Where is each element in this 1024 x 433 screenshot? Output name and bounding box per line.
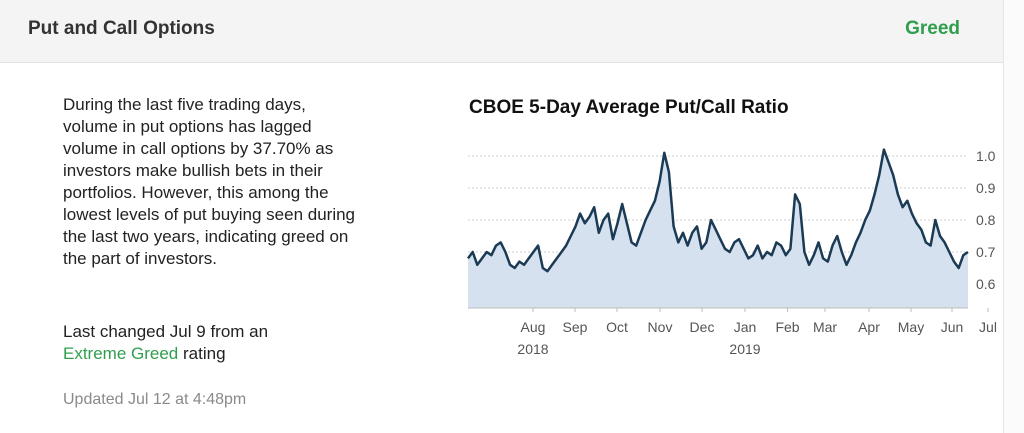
y-tick-label: 0.6 bbox=[976, 276, 996, 292]
x-year-label: 2018 bbox=[517, 341, 548, 357]
x-tick-label: Dec bbox=[690, 319, 715, 335]
updated-timestamp: Updated Jul 12 at 4:48pm bbox=[63, 391, 247, 408]
y-tick-label: 0.9 bbox=[976, 180, 996, 196]
x-tick-label: Jan bbox=[734, 319, 757, 335]
put-call-ratio-line bbox=[466, 148, 969, 273]
y-tick-label: 0.7 bbox=[976, 244, 996, 260]
x-tick-label: Aug bbox=[521, 319, 546, 335]
x-tick-label: Apr bbox=[858, 319, 880, 335]
x-tick-label: Sep bbox=[563, 319, 588, 335]
card-title: Put and Call Options bbox=[28, 18, 215, 39]
y-tick-label: 0.8 bbox=[976, 212, 996, 228]
status-label: Greed bbox=[905, 18, 960, 39]
x-tick-label: Feb bbox=[775, 319, 799, 335]
extreme-greed-link[interactable]: Extreme Greed bbox=[63, 344, 179, 363]
side-panel-edge bbox=[1003, 0, 1024, 433]
last-changed-text: Last changed Jul 9 from an Extreme Greed… bbox=[63, 321, 383, 365]
chart-title: CBOE 5-Day Average Put/Call Ratio bbox=[469, 97, 789, 118]
card-header: Put and Call Options Greed bbox=[0, 0, 1004, 63]
x-tick-label: Nov bbox=[648, 319, 673, 335]
x-tick-label: Jun bbox=[941, 319, 964, 335]
area-fill bbox=[468, 149, 968, 308]
x-year-label: 2019 bbox=[729, 341, 760, 357]
x-tick-label: Jul bbox=[979, 319, 997, 335]
description-text: During the last five trading days, volum… bbox=[63, 95, 356, 268]
last-changed-prefix: Last changed Jul 9 from an bbox=[63, 322, 269, 341]
y-tick-label: 1.0 bbox=[976, 148, 996, 164]
x-tick-label: Mar bbox=[813, 319, 837, 335]
x-tick-label: May bbox=[898, 319, 924, 335]
last-changed-suffix: rating bbox=[183, 344, 226, 363]
x-tick-label: Oct bbox=[606, 319, 628, 335]
put-call-ratio-chart: 1.0 0.9 0.8 0.7 0.6 Aug Sep Oct Nov Dec Jan Feb Mar A… bbox=[466, 148, 997, 357]
